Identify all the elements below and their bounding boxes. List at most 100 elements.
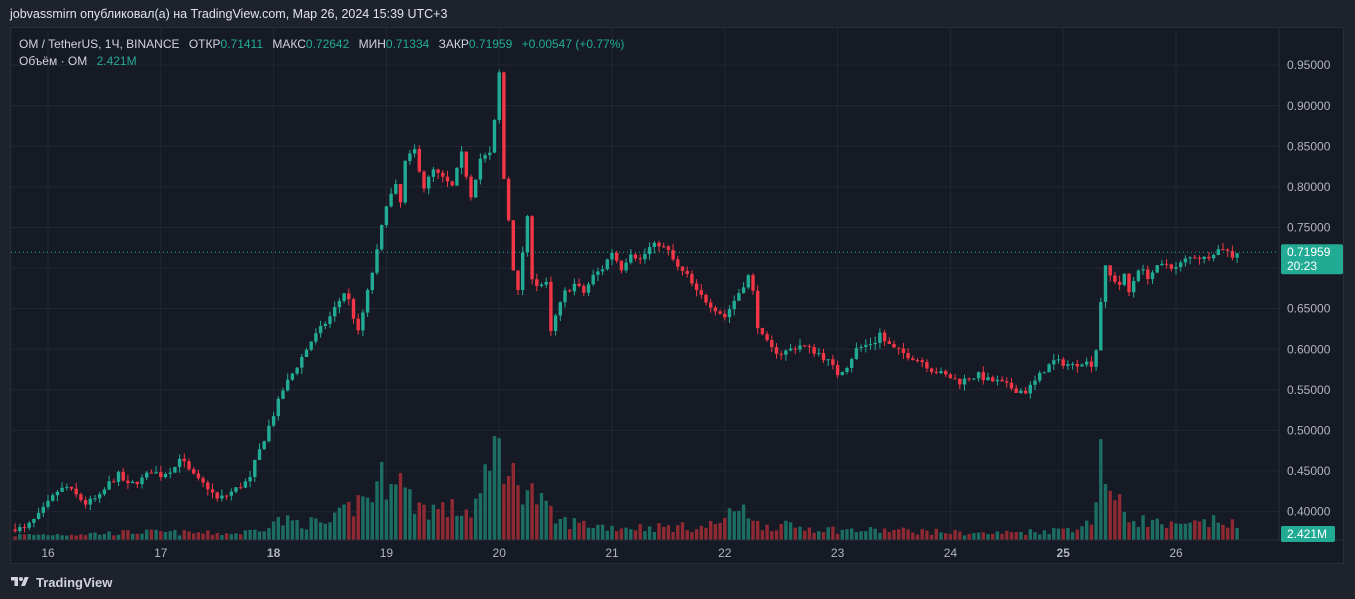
- candle-body[interactable]: [629, 254, 633, 263]
- candle-body[interactable]: [1070, 364, 1075, 366]
- candle-body[interactable]: [619, 260, 624, 271]
- candle-body[interactable]: [351, 299, 356, 319]
- candle-body[interactable]: [408, 153, 412, 161]
- candle-body[interactable]: [98, 494, 102, 499]
- candle-body[interactable]: [577, 283, 581, 287]
- candle-body[interactable]: [878, 332, 882, 343]
- candle-body[interactable]: [727, 309, 732, 318]
- candle-body[interactable]: [286, 379, 290, 391]
- candle-body[interactable]: [135, 481, 139, 485]
- candle-body[interactable]: [972, 378, 976, 380]
- candle-body[interactable]: [389, 193, 393, 207]
- candle-body[interactable]: [788, 348, 793, 351]
- candle-body[interactable]: [224, 495, 229, 497]
- candle-body[interactable]: [633, 254, 638, 259]
- candle-body[interactable]: [210, 489, 215, 493]
- candle-body[interactable]: [46, 500, 50, 507]
- candle-body[interactable]: [1127, 273, 1131, 293]
- candle-body[interactable]: [1179, 262, 1183, 268]
- candle-body[interactable]: [906, 353, 910, 359]
- candle-body[interactable]: [427, 176, 431, 189]
- candle-body[interactable]: [201, 478, 205, 483]
- candle-body[interactable]: [920, 360, 924, 363]
- candle-body[interactable]: [474, 179, 478, 198]
- candle-body[interactable]: [826, 359, 830, 361]
- candle-body[interactable]: [51, 495, 55, 501]
- candle-body[interactable]: [347, 293, 351, 300]
- candle-body[interactable]: [530, 216, 534, 280]
- candle-body[interactable]: [337, 300, 342, 308]
- candle-body[interactable]: [1066, 364, 1070, 366]
- candle-body[interactable]: [1005, 381, 1009, 383]
- candle-body[interactable]: [168, 472, 172, 474]
- candle-body[interactable]: [713, 307, 718, 312]
- candle-body[interactable]: [680, 266, 685, 271]
- candle-body[interactable]: [1075, 364, 1079, 367]
- candle-body[interactable]: [1113, 275, 1117, 282]
- candle-body[interactable]: [944, 371, 948, 375]
- candle-body[interactable]: [422, 171, 426, 189]
- candle-body[interactable]: [1193, 257, 1197, 259]
- candle-body[interactable]: [868, 344, 873, 346]
- candle-body[interactable]: [845, 367, 849, 373]
- candle-body[interactable]: [1033, 380, 1037, 385]
- candle-body[interactable]: [1202, 256, 1206, 259]
- candle-body[interactable]: [1150, 272, 1155, 280]
- candle-body[interactable]: [1174, 267, 1178, 269]
- candle-body[interactable]: [854, 348, 859, 360]
- candle-body[interactable]: [1221, 249, 1225, 251]
- candle-body[interactable]: [1235, 253, 1239, 258]
- candle-body[interactable]: [859, 346, 863, 349]
- candle-body[interactable]: [929, 368, 934, 372]
- candle-body[interactable]: [986, 377, 990, 381]
- candle-body[interactable]: [281, 390, 285, 399]
- candle-body[interactable]: [732, 300, 736, 310]
- candle-body[interactable]: [685, 270, 689, 274]
- candle-body[interactable]: [445, 176, 450, 182]
- candle-body[interactable]: [647, 246, 652, 254]
- candle-body[interactable]: [455, 167, 459, 186]
- candle-body[interactable]: [32, 518, 36, 523]
- candle-body[interactable]: [333, 307, 337, 317]
- candle-body[interactable]: [1038, 372, 1042, 381]
- candle-body[interactable]: [102, 489, 107, 495]
- candle-body[interactable]: [361, 312, 365, 331]
- candle-body[interactable]: [88, 498, 92, 505]
- candle-body[interactable]: [1009, 382, 1014, 389]
- candle-body[interactable]: [516, 270, 520, 291]
- candle-body[interactable]: [911, 358, 915, 361]
- candle-body[interactable]: [145, 472, 149, 478]
- candle-body[interactable]: [976, 372, 981, 379]
- candle-body[interactable]: [276, 398, 280, 417]
- candle-body[interactable]: [690, 273, 694, 284]
- candle-body[interactable]: [765, 334, 769, 341]
- candle-body[interactable]: [511, 220, 515, 271]
- candle-body[interactable]: [798, 345, 802, 350]
- candle-body[interactable]: [563, 290, 567, 303]
- candle-body[interactable]: [591, 274, 595, 285]
- candle-body[interactable]: [431, 169, 436, 177]
- candle-body[interactable]: [1141, 269, 1145, 271]
- candle-body[interactable]: [13, 529, 17, 532]
- candle-body[interactable]: [234, 487, 238, 492]
- candle-body[interactable]: [882, 332, 887, 342]
- candle-body[interactable]: [300, 357, 304, 368]
- candle-body[interactable]: [1061, 359, 1065, 366]
- candle-body[interactable]: [981, 372, 985, 381]
- candle-body[interactable]: [887, 341, 891, 344]
- candle-body[interactable]: [215, 492, 219, 499]
- candle-body[interactable]: [568, 290, 572, 292]
- candle-body[interactable]: [704, 294, 708, 303]
- candle-body[interactable]: [1188, 257, 1192, 259]
- candle-body[interactable]: [154, 472, 158, 474]
- candle-body[interactable]: [1136, 270, 1141, 281]
- candle-body[interactable]: [840, 372, 844, 376]
- candle-body[interactable]: [502, 72, 506, 179]
- candle-body[interactable]: [939, 371, 943, 374]
- candle-body[interactable]: [1056, 359, 1061, 361]
- candle-body[interactable]: [126, 480, 130, 484]
- candlestick-chart[interactable]: 0.950000.900000.850000.800000.750000.700…: [11, 28, 1345, 565]
- candle-body[interactable]: [737, 293, 741, 301]
- candle-body[interactable]: [1164, 263, 1169, 265]
- candle-body[interactable]: [812, 347, 816, 354]
